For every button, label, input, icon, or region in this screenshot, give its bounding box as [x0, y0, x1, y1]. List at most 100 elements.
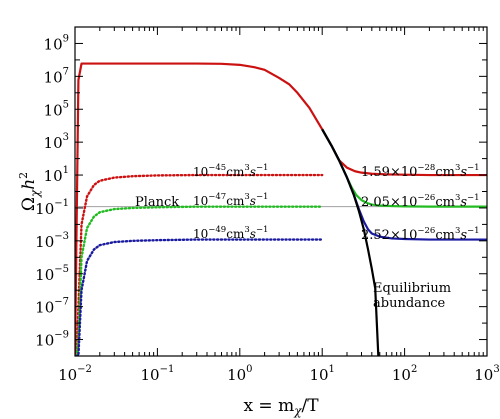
- annotation-unit2: s: [460, 195, 467, 210]
- series-layer: [75, 62, 487, 356]
- annotation-exp: −26: [417, 193, 435, 203]
- x-axis-title-a: x = m: [243, 396, 294, 416]
- y-tick-base: 10: [44, 35, 63, 53]
- y-tick-label: 10−1: [35, 198, 69, 218]
- annotation-unit-exp: 3: [244, 192, 249, 202]
- annotation-unit-exp: 3: [455, 193, 460, 203]
- y-axis-title-sup: 2: [17, 172, 30, 179]
- annotation-base: 2.05×10: [361, 195, 417, 210]
- annotation-unit2-exp: −1: [467, 163, 480, 173]
- annotation-unit2: s: [460, 165, 467, 180]
- annotation-unit-exp: 3: [244, 163, 249, 173]
- annotation-unit: cm: [226, 165, 245, 179]
- y-tick-label: 101: [44, 165, 69, 185]
- y-axis-title-omega: Ω: [19, 197, 39, 211]
- ticks-layer: [74, 26, 487, 357]
- x-tick-exp: 1: [329, 364, 335, 375]
- annotation-unit: cm: [435, 165, 455, 180]
- x-tick-label: 10−1: [140, 364, 174, 384]
- y-tick-exp: −5: [54, 264, 69, 275]
- y-tick-exp: −7: [54, 297, 69, 308]
- y-tick-label: 107: [44, 66, 69, 86]
- annotations-layer: 10−45cm3s−110−47cm3s−110−49cm3s−11.59×10…: [135, 163, 480, 311]
- y-tick-base: 10: [35, 233, 54, 251]
- y-tick-base: 10: [44, 134, 63, 152]
- y-axis-title-sub: χ: [28, 189, 42, 198]
- annotation-base: 10: [193, 227, 208, 241]
- y-tick-label: 10−5: [35, 264, 69, 284]
- annotation-unit2-exp: −1: [256, 192, 269, 202]
- annotation-unit2: s: [250, 165, 256, 179]
- annotation-unit2-exp: −1: [256, 163, 269, 173]
- x-tick-label: 100: [227, 364, 252, 384]
- x-tick-base: 10: [392, 366, 411, 384]
- annotation-unit2: s: [250, 194, 256, 208]
- x-tick-exp: −1: [160, 364, 175, 375]
- x-tick-base: 10: [474, 366, 493, 384]
- series-line-green-dotted: [75, 205, 324, 356]
- x-tick-exp: 0: [246, 364, 252, 375]
- y-tick-exp: −3: [54, 231, 69, 242]
- annotation-cs-red: 1.59×10−28cm3s−1: [361, 163, 480, 180]
- equilibrium-label-line1: Equilibrium: [373, 281, 451, 296]
- x-axis-title-b: /T: [301, 396, 319, 416]
- annotation-cs-green-dotted: 10−47cm3s−1: [193, 192, 268, 208]
- annotation-unit2: s: [250, 227, 256, 241]
- x-tick-base: 10: [309, 366, 328, 384]
- annotation-unit2-exp: −1: [256, 225, 269, 235]
- y-tick-base: 10: [44, 101, 63, 119]
- x-tick-label: 10−2: [58, 364, 92, 384]
- y-tick-exp: 3: [63, 132, 69, 143]
- y-tick-exp: 1: [63, 165, 69, 176]
- annotation-unit2-exp: −1: [467, 193, 480, 203]
- y-tick-exp: 9: [63, 33, 69, 44]
- annotation-unit-exp: 3: [455, 226, 460, 236]
- x-tick-label: 103: [474, 364, 499, 384]
- y-tick-label: 10−3: [35, 231, 69, 251]
- y-tick-base: 10: [35, 332, 54, 350]
- annotation-unit: cm: [226, 194, 245, 208]
- y-tick-base: 10: [35, 299, 54, 317]
- y-tick-label: 109: [44, 33, 69, 53]
- annotation-exp: −26: [417, 226, 435, 236]
- x-tick-exp: −2: [77, 364, 92, 375]
- x-tick-exp: 2: [411, 364, 417, 375]
- series-line-red: [75, 62, 487, 356]
- annotation-unit2: s: [460, 228, 467, 243]
- annotation-exp: −45: [208, 163, 226, 173]
- x-tick-exp: 3: [493, 364, 499, 375]
- annotation-unit: cm: [435, 195, 455, 210]
- x-tick-label: 102: [392, 364, 417, 384]
- x-tick-label: 101: [309, 364, 334, 384]
- series-line-equilibrium: [321, 128, 380, 356]
- y-tick-base: 10: [44, 68, 63, 86]
- y-tick-exp: 5: [63, 99, 69, 110]
- series-line-blue: [321, 128, 487, 241]
- x-tick-base: 10: [227, 366, 246, 384]
- annotation-base: 2.52×10: [361, 228, 417, 243]
- y-tick-base: 10: [35, 266, 54, 284]
- y-tick-base: 10: [35, 200, 54, 218]
- annotation-base: 10: [193, 194, 208, 208]
- equilibrium-label-line2: abundance: [373, 296, 446, 311]
- annotation-cs-red-dotted: 10−45cm3s−1: [193, 163, 268, 179]
- annotation-unit: cm: [435, 228, 455, 243]
- y-tick-label: 103: [44, 132, 69, 152]
- y-tick-exp: −9: [54, 330, 69, 341]
- x-tick-base: 10: [140, 366, 159, 384]
- annotation-base: 10: [193, 165, 208, 179]
- planck-label: Planck: [135, 195, 179, 210]
- annotation-cs-blue: 2.52×10−26cm3s−1: [361, 226, 480, 243]
- y-axis-title: Ωχh2: [17, 172, 42, 211]
- y-tick-label: 10−9: [35, 330, 69, 350]
- y-tick-label: 105: [44, 99, 69, 119]
- annotation-exp: −47: [208, 192, 226, 202]
- y-axis-title-h: h: [19, 179, 39, 190]
- annotation-unit2-exp: −1: [467, 226, 480, 236]
- series-line-blue-dotted: [75, 238, 324, 356]
- annotation-unit-exp: 3: [244, 225, 249, 235]
- annotation-cs-blue-dotted: 10−49cm3s−1: [193, 225, 268, 241]
- annotation-base: 1.59×10: [361, 165, 417, 180]
- annotation-exp: −49: [208, 225, 226, 235]
